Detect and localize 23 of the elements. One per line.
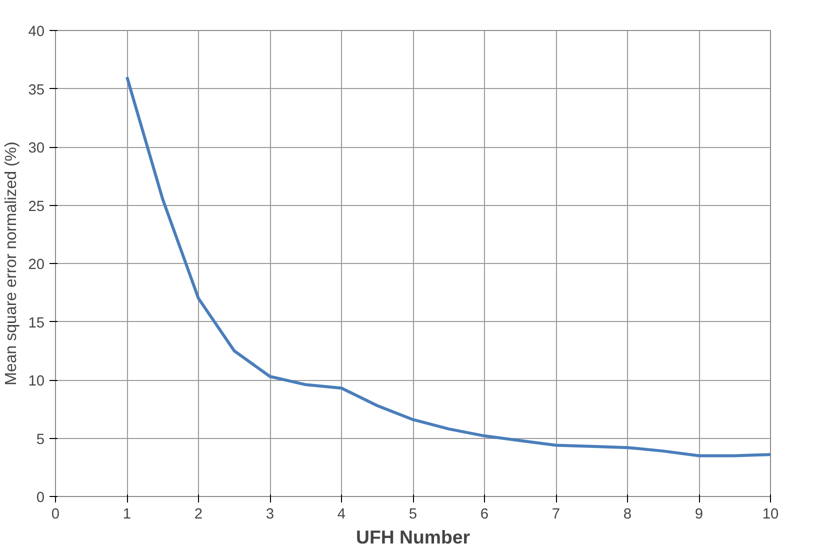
y-tick-label: 20 bbox=[28, 257, 45, 273]
y-tick-label: 10 bbox=[28, 374, 45, 390]
x-tick-label: 1 bbox=[122, 506, 132, 522]
x-tick-label: 0 bbox=[51, 506, 60, 522]
y-tick-label: 5 bbox=[36, 432, 45, 448]
x-tick-label: 7 bbox=[552, 506, 560, 522]
x-tick-label: 2 bbox=[194, 506, 203, 522]
y-tick-label: 25 bbox=[28, 198, 45, 215]
x-tick-label: 5 bbox=[408, 506, 418, 522]
x-tick-label: 4 bbox=[337, 506, 346, 522]
x-tick-label: 3 bbox=[266, 506, 274, 522]
y-tick-label: 0 bbox=[36, 490, 45, 506]
y-tick-label: 35 bbox=[28, 82, 45, 98]
y-tick-label: 40 bbox=[28, 24, 45, 40]
y-tick-label: 15 bbox=[28, 315, 45, 332]
x-tick-label: 9 bbox=[694, 506, 704, 522]
x-tick-label: 10 bbox=[762, 506, 779, 522]
x-tick-label: 8 bbox=[623, 506, 632, 522]
line-series bbox=[126, 76, 770, 458]
x-axis-title: UFH Number bbox=[356, 526, 470, 548]
y-tick-label: 30 bbox=[28, 140, 45, 156]
y-axis-title: Mean square error normalized (%) bbox=[3, 142, 20, 386]
x-tick-label: 6 bbox=[480, 506, 489, 522]
